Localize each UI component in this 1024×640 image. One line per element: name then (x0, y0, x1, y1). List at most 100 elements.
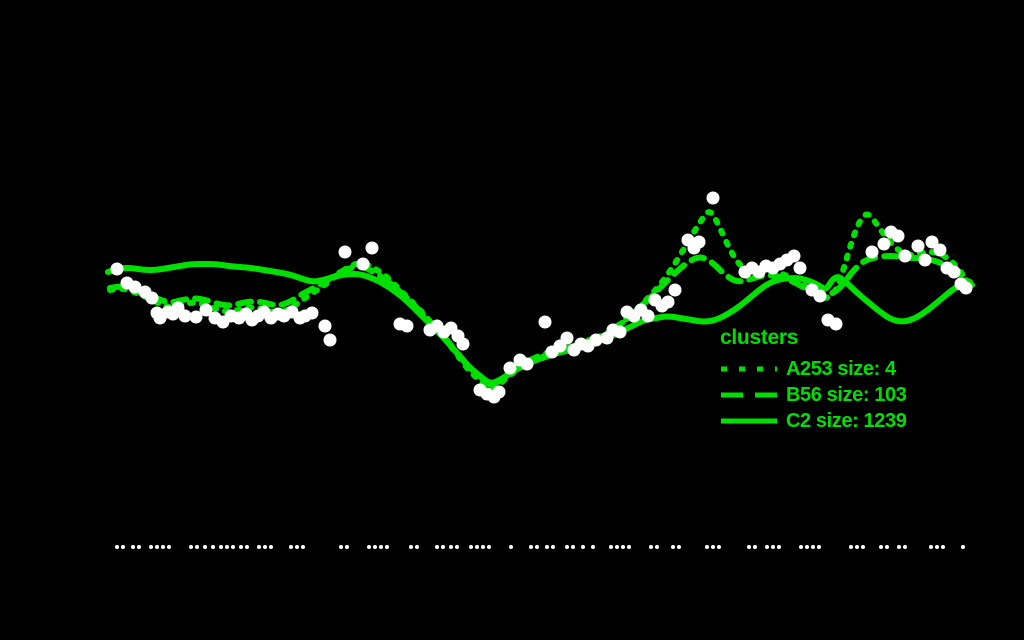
rug-dot (225, 545, 229, 549)
rug-dot (481, 545, 485, 549)
scatter-point (793, 261, 807, 275)
scatter-point (829, 317, 843, 331)
rug-dot (509, 545, 513, 549)
scatter-point (947, 265, 961, 279)
rug-dot (655, 545, 659, 549)
rug-dot (817, 545, 821, 549)
rug-dot (345, 545, 349, 549)
rug-dot (263, 545, 267, 549)
rug-dot (621, 545, 625, 549)
scatter-point (918, 253, 932, 267)
scatter-point (356, 257, 370, 271)
rug-dot (565, 545, 569, 549)
rug-strip (115, 545, 965, 549)
rug-dot (289, 545, 293, 549)
scatter-point (338, 245, 352, 259)
rug-dot (367, 545, 371, 549)
rug-dot (469, 545, 473, 549)
rug-dot (811, 545, 815, 549)
rug-dot (529, 545, 533, 549)
scatter-point (520, 357, 534, 371)
legend-title: clusters (720, 326, 799, 349)
rug-dot (189, 545, 193, 549)
rug-dot (753, 545, 757, 549)
scatter-point (560, 331, 574, 345)
rug-dot (765, 545, 769, 549)
scatter-point (933, 243, 947, 257)
scatter-point (110, 262, 124, 276)
scatter-point (589, 333, 603, 347)
scatter-point (456, 337, 470, 351)
rug-dot (245, 545, 249, 549)
scatter-point (538, 315, 552, 329)
rug-dot (861, 545, 865, 549)
rug-dot (615, 545, 619, 549)
scatter-point (925, 235, 939, 249)
rug-dot (771, 545, 775, 549)
rug-dot (219, 545, 223, 549)
scatter-point (128, 280, 142, 294)
scatter-point (199, 303, 213, 317)
rug-dot (301, 545, 305, 549)
scatter-point (877, 237, 891, 251)
rug-dot (677, 545, 681, 549)
scatter-point (865, 245, 879, 259)
rug-dot (379, 545, 383, 549)
rug-dot (705, 545, 709, 549)
rug-dot (475, 545, 479, 549)
rug-dot (121, 545, 125, 549)
rug-dot (269, 545, 273, 549)
rug-dot (167, 545, 171, 549)
rug-dot (805, 545, 809, 549)
rug-dot (149, 545, 153, 549)
rug-dot (717, 545, 721, 549)
rug-dot (627, 545, 631, 549)
rug-dot (239, 545, 243, 549)
rug-dot (545, 545, 549, 549)
rug-dot (257, 545, 261, 549)
scatter-point (959, 281, 973, 295)
rug-dot (295, 545, 299, 549)
scatter-point (613, 325, 627, 339)
legend-label-b56: B56 size: 103 (786, 383, 907, 406)
rug-dot (449, 545, 453, 549)
legend: clusters A253 size: 4 B56 size: 103 C2 s… (712, 326, 952, 434)
legend-label-c2: C2 size: 1239 (786, 409, 907, 432)
legend-label-a253: A253 size: 4 (786, 357, 896, 380)
rug-dot (203, 545, 207, 549)
scatter-point (323, 333, 337, 347)
rug-dot (591, 545, 595, 549)
rug-dot (799, 545, 803, 549)
rug-dot (385, 545, 389, 549)
rug-dot (777, 545, 781, 549)
rug-dot (231, 545, 235, 549)
legend-row-b56[interactable]: B56 size: 103 (712, 382, 952, 408)
rug-dot (649, 545, 653, 549)
rug-dot (879, 545, 883, 549)
rug-dot (929, 545, 933, 549)
scatter-point (891, 229, 905, 243)
rug-dot (551, 545, 555, 549)
scatter-point (189, 310, 203, 324)
legend-row-c2[interactable]: C2 size: 1239 (712, 408, 952, 434)
scatter-markers (110, 191, 973, 404)
scatter-point (365, 241, 379, 255)
rug-dot (535, 545, 539, 549)
series-line-a253 (107, 209, 975, 392)
scatter-point (661, 295, 675, 309)
rug-dot (115, 545, 119, 549)
scatter-point (898, 249, 912, 263)
rug-dot (211, 545, 215, 549)
legend-row-a253[interactable]: A253 size: 4 (712, 356, 952, 382)
rug-dot (571, 545, 575, 549)
rug-dot (897, 545, 901, 549)
rug-dot (903, 545, 907, 549)
rug-dot (747, 545, 751, 549)
rug-dot (339, 545, 343, 549)
rug-dot (487, 545, 491, 549)
legend-sample-solid-icon (721, 418, 777, 424)
rug-dot (935, 545, 939, 549)
